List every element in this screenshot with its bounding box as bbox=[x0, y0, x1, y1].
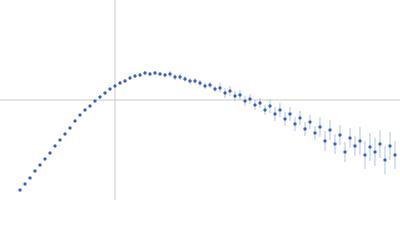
data-point bbox=[388, 144, 392, 148]
data-point bbox=[18, 188, 22, 192]
data-point bbox=[183, 77, 187, 81]
data-point bbox=[93, 99, 97, 103]
data-point bbox=[253, 103, 257, 107]
data-point bbox=[373, 150, 377, 154]
data-point bbox=[58, 138, 62, 142]
data-point bbox=[228, 89, 232, 93]
data-point bbox=[128, 76, 132, 80]
data-point bbox=[208, 83, 212, 87]
data-point bbox=[78, 113, 82, 117]
data-point bbox=[238, 93, 242, 97]
data-point bbox=[113, 84, 117, 88]
data-point bbox=[158, 72, 162, 76]
data-point bbox=[338, 133, 342, 137]
data-point bbox=[318, 125, 322, 129]
data-point bbox=[53, 144, 57, 148]
data-point bbox=[63, 132, 67, 136]
data-point bbox=[343, 150, 347, 154]
data-point bbox=[73, 119, 77, 123]
data-point bbox=[323, 139, 327, 143]
data-point bbox=[303, 127, 307, 131]
data-point bbox=[378, 142, 382, 146]
data-point bbox=[163, 73, 167, 77]
data-point bbox=[298, 116, 302, 120]
data-point bbox=[188, 79, 192, 83]
data-point bbox=[328, 128, 332, 132]
data-point bbox=[118, 81, 122, 85]
data-point bbox=[203, 84, 207, 88]
data-point bbox=[218, 86, 222, 90]
data-point bbox=[48, 151, 52, 155]
data-point bbox=[173, 75, 177, 79]
data-point bbox=[43, 157, 47, 161]
data-point bbox=[23, 182, 27, 186]
data-point bbox=[38, 163, 42, 167]
data-point bbox=[263, 108, 267, 112]
data-point bbox=[248, 97, 252, 101]
data-point bbox=[123, 79, 127, 83]
data-point bbox=[143, 71, 147, 75]
data-point bbox=[198, 81, 202, 85]
data-point bbox=[383, 158, 387, 162]
data-point bbox=[168, 72, 172, 76]
data-point bbox=[178, 75, 182, 79]
data-point bbox=[83, 108, 87, 112]
data-point bbox=[288, 112, 292, 116]
data-point bbox=[108, 87, 112, 91]
data-point bbox=[348, 136, 352, 140]
data-point bbox=[393, 153, 397, 157]
data-point bbox=[133, 74, 137, 78]
data-point bbox=[148, 72, 152, 76]
data-point bbox=[353, 144, 357, 148]
data-point bbox=[103, 91, 107, 95]
chart bbox=[0, 0, 400, 200]
page: {"chart_data": { "type": "scatter", "xli… bbox=[0, 0, 400, 200]
data-point bbox=[273, 112, 277, 116]
data-point bbox=[223, 91, 227, 95]
data-point bbox=[258, 101, 262, 105]
data-point bbox=[243, 99, 247, 103]
data-point bbox=[333, 142, 337, 146]
data-point bbox=[283, 117, 287, 121]
data-point bbox=[363, 153, 367, 157]
data-point bbox=[68, 126, 72, 130]
data-point bbox=[138, 73, 142, 77]
data-point bbox=[313, 131, 317, 135]
data-point bbox=[88, 104, 92, 108]
data-point bbox=[368, 145, 372, 149]
data-point bbox=[153, 71, 157, 75]
data-point bbox=[268, 104, 272, 108]
data-point bbox=[28, 176, 32, 180]
data-point bbox=[233, 94, 237, 98]
data-point bbox=[193, 79, 197, 83]
data-point bbox=[213, 87, 217, 91]
data-point bbox=[293, 122, 297, 126]
data-point bbox=[358, 139, 362, 143]
data-point bbox=[33, 169, 37, 173]
data-point bbox=[98, 95, 102, 99]
data-point bbox=[278, 108, 282, 112]
data-point bbox=[308, 120, 312, 124]
